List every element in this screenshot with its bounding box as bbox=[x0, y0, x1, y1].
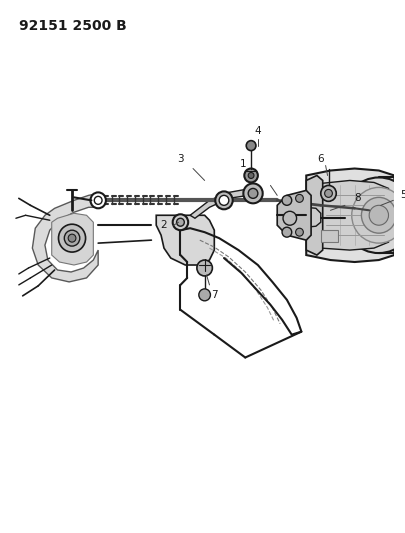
Circle shape bbox=[219, 196, 228, 205]
Circle shape bbox=[196, 260, 212, 276]
Polygon shape bbox=[308, 181, 388, 250]
Polygon shape bbox=[305, 175, 322, 255]
Bar bbox=[320, 230, 337, 242]
Text: 8: 8 bbox=[353, 193, 360, 204]
Circle shape bbox=[215, 191, 232, 209]
Circle shape bbox=[68, 234, 76, 242]
Text: 1: 1 bbox=[239, 158, 246, 168]
Circle shape bbox=[295, 228, 303, 236]
Circle shape bbox=[198, 289, 210, 301]
Circle shape bbox=[244, 168, 257, 182]
Polygon shape bbox=[156, 215, 214, 265]
Circle shape bbox=[90, 192, 106, 208]
Circle shape bbox=[58, 224, 85, 252]
Text: 2: 2 bbox=[160, 220, 167, 230]
Polygon shape bbox=[190, 188, 260, 218]
Circle shape bbox=[281, 227, 291, 237]
Polygon shape bbox=[305, 168, 393, 262]
Text: 6: 6 bbox=[317, 154, 323, 164]
Circle shape bbox=[94, 196, 102, 204]
Circle shape bbox=[172, 214, 188, 230]
Circle shape bbox=[176, 218, 184, 226]
Polygon shape bbox=[32, 193, 98, 282]
Circle shape bbox=[247, 173, 254, 179]
Circle shape bbox=[320, 185, 335, 201]
Circle shape bbox=[351, 188, 405, 243]
Circle shape bbox=[324, 189, 332, 197]
Circle shape bbox=[243, 183, 262, 203]
Circle shape bbox=[64, 230, 80, 246]
Text: 7: 7 bbox=[211, 290, 217, 300]
Circle shape bbox=[295, 195, 303, 203]
Text: 92151 2500 B: 92151 2500 B bbox=[19, 19, 126, 33]
Circle shape bbox=[247, 188, 257, 198]
Circle shape bbox=[282, 211, 296, 225]
Circle shape bbox=[360, 197, 395, 233]
Circle shape bbox=[281, 196, 291, 205]
Text: 4: 4 bbox=[254, 126, 260, 136]
Text: 5: 5 bbox=[399, 190, 405, 200]
Polygon shape bbox=[287, 207, 320, 227]
Circle shape bbox=[368, 205, 388, 225]
Polygon shape bbox=[51, 213, 93, 265]
Circle shape bbox=[246, 141, 255, 151]
Text: 3: 3 bbox=[177, 154, 183, 164]
Circle shape bbox=[341, 177, 405, 253]
Polygon shape bbox=[277, 190, 310, 240]
